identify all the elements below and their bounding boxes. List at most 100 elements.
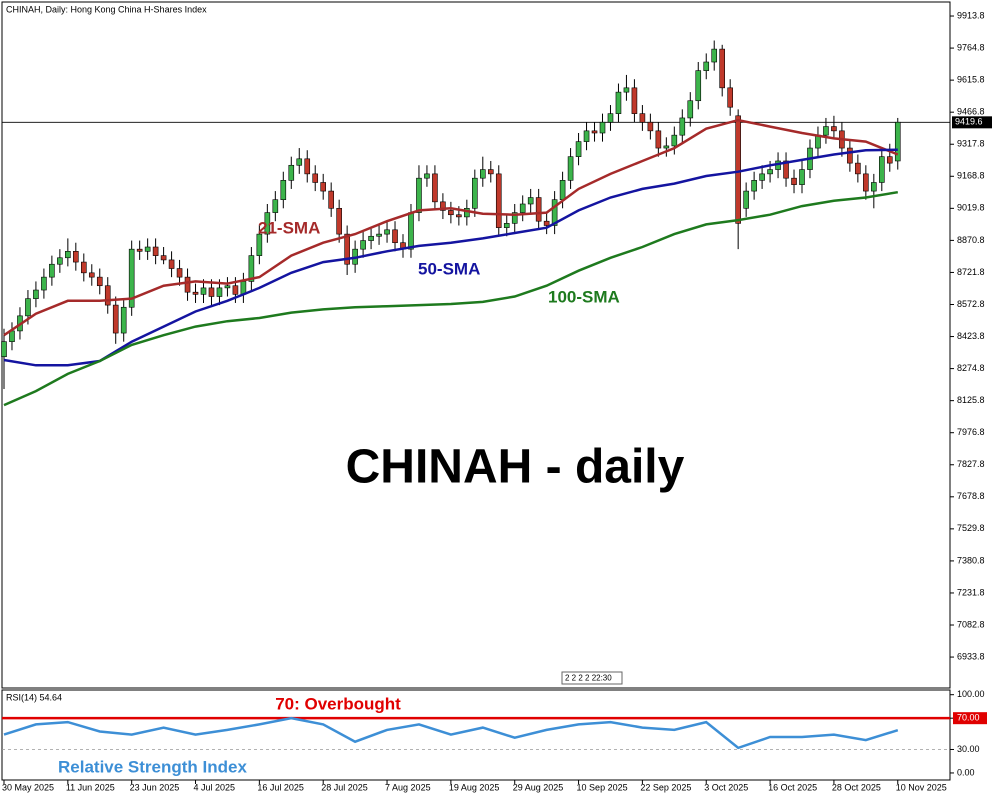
x-tick-label: 4 Jul 2025 (194, 782, 236, 792)
candle-body (33, 289, 39, 299)
candle-body (783, 160, 789, 179)
candle-body (615, 91, 622, 114)
candle-body (535, 197, 542, 222)
y-tick-label: 7827.8 (957, 459, 985, 469)
x-tick-label: 28 Oct 2025 (832, 782, 881, 792)
y-tick-label: 9019.8 (957, 203, 985, 213)
y-tick-label: 7529.8 (957, 523, 985, 533)
candle-body (886, 156, 893, 164)
candle-body (344, 233, 350, 265)
candle-body (687, 100, 694, 119)
candle-body (41, 276, 47, 291)
y-tick-label: 9615.8 (957, 75, 985, 85)
candle-body (448, 210, 454, 216)
candle-body (863, 173, 869, 192)
candle-body (655, 130, 662, 149)
candle-body (424, 173, 430, 179)
level-label: 70: Overbought (275, 695, 401, 714)
series-label: 50-SMA (418, 259, 480, 278)
y-tick-label: 8274.8 (957, 363, 985, 373)
candle-body (519, 203, 526, 213)
y-tick-label: 8572.8 (957, 299, 985, 309)
candle-body (639, 113, 646, 123)
candle-body (320, 182, 327, 192)
series-label: Relative Strength Index (58, 757, 247, 776)
candle-body (368, 235, 374, 241)
candle-body (727, 87, 733, 108)
level-box (953, 712, 987, 725)
candle-body (280, 180, 287, 200)
candle-body (583, 130, 590, 142)
x-tick-label: 7 Aug 2025 (385, 782, 431, 792)
candle-body (144, 246, 151, 252)
candle-body (328, 190, 334, 209)
period-marker-box (561, 671, 623, 685)
y-tick-label: 7678.8 (957, 491, 985, 501)
candle-body (176, 268, 183, 278)
y-tick-label: 7380.8 (957, 555, 985, 565)
panel-title: RSI(14) 54.64 (6, 692, 62, 702)
price-panel (1, 1, 951, 689)
candle-body (878, 156, 885, 183)
candle-body (304, 158, 311, 175)
candle-body (248, 255, 255, 282)
y-tick-label: 0.00 (957, 767, 975, 777)
x-tick-label: 10 Nov 2025 (896, 782, 947, 792)
candle-body (96, 276, 103, 287)
x-tick-label: 29 Aug 2025 (513, 782, 564, 792)
y-tick-label: 7231.8 (957, 587, 985, 597)
candle-body (679, 117, 686, 136)
candle-body (799, 169, 805, 185)
candle-body (607, 113, 614, 123)
candle-body (671, 134, 678, 147)
candle-body (575, 141, 582, 157)
candle-body (296, 158, 303, 166)
candle-body (81, 261, 87, 274)
candle-body (823, 126, 829, 136)
candle-body (288, 164, 295, 181)
candle-body (855, 162, 861, 175)
candle-body (128, 248, 135, 308)
candle-body (384, 229, 390, 235)
y-tick-label: 9317.8 (957, 139, 985, 149)
candle-body (711, 48, 718, 63)
candle-body (208, 287, 215, 297)
candle-body (256, 233, 263, 256)
candle-body (456, 214, 462, 218)
candle-body (152, 246, 159, 256)
candle-body (567, 156, 574, 181)
y-tick-label: 7082.8 (957, 619, 985, 629)
candle-body (503, 223, 510, 228)
y-tick-label: 8125.8 (957, 395, 985, 405)
candle-body (695, 70, 702, 102)
candle-body (487, 169, 494, 175)
candle-body (376, 233, 382, 237)
y-tick-label: 9168.8 (957, 171, 985, 181)
candle-body (432, 173, 438, 203)
candle-body (495, 173, 502, 228)
series-line (3, 716, 899, 750)
candle-body (392, 229, 398, 244)
candle-body (184, 276, 191, 293)
candle-body (847, 147, 853, 164)
candle-body (416, 177, 422, 213)
candle-body (527, 197, 534, 205)
y-tick-label: 8870.8 (957, 235, 985, 245)
caption: CHINAH - daily (346, 441, 685, 494)
candle-body (1, 341, 7, 358)
series-line (3, 148, 898, 367)
y-tick-label: 8721.8 (957, 267, 985, 277)
series-line (3, 118, 899, 337)
x-tick-label: 16 Jul 2025 (257, 782, 304, 792)
candle-body (65, 251, 71, 259)
last-price-label: 9419.6 (955, 117, 983, 127)
y-tick-label: 100.00 (957, 689, 985, 699)
x-tick-label: 11 Jun 2025 (66, 782, 115, 792)
x-tick-label: 10 Sep 2025 (577, 782, 628, 792)
candle-body (631, 87, 638, 114)
x-tick-label: 16 Oct 2025 (768, 782, 817, 792)
x-tick-label: 3 Oct 2025 (704, 782, 748, 792)
candle-body (120, 306, 127, 334)
